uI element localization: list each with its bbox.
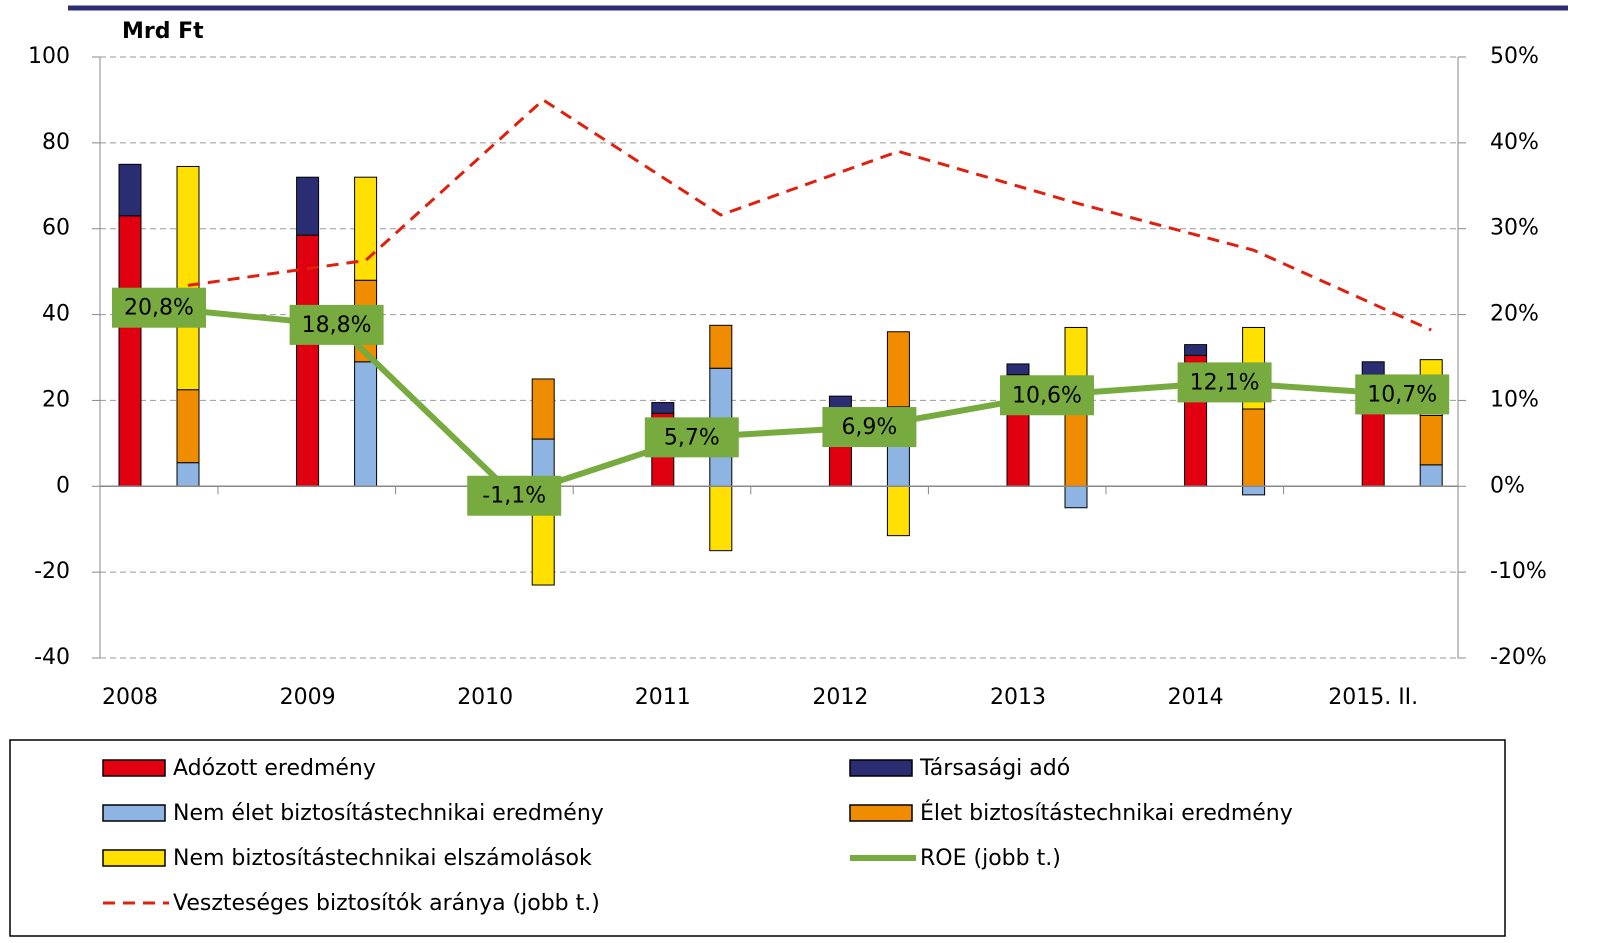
legend-swatch (849, 759, 913, 777)
y-tick-label: 100 (28, 44, 70, 69)
bar-segment (1064, 412, 1088, 487)
data-label: 12,1% (1190, 370, 1260, 395)
y2-tick-label: -10% (1490, 559, 1547, 584)
bar-segment (118, 163, 142, 217)
y2-tick-label: 10% (1490, 387, 1539, 412)
y2-tick-label: 0% (1490, 473, 1525, 498)
data-label: -1,1% (482, 484, 546, 509)
y2-tick-label: 50% (1490, 44, 1539, 69)
data-label: 6,9% (841, 415, 897, 440)
data-label-box (467, 475, 562, 516)
x-tick-label: 2015. II. (1328, 685, 1418, 710)
legend-label: Társasági adó (919, 756, 1070, 781)
legend-label: Adózott eredmény (173, 756, 376, 781)
data-label: 5,7% (664, 425, 720, 450)
data-label-box (644, 417, 739, 458)
x-tick-label: 2009 (280, 685, 336, 710)
y-tick-label: 80 (42, 130, 70, 155)
bar-segment (531, 378, 555, 440)
data-label: 10,6% (1012, 383, 1082, 408)
y2-tick-label: -20% (1490, 645, 1547, 670)
bar-segment (1006, 363, 1030, 376)
bar-segment (296, 176, 320, 236)
data-label-box (822, 407, 917, 448)
data-label-box (289, 304, 384, 345)
y2-tick-label: 40% (1490, 130, 1539, 155)
y-tick-label: -40 (34, 645, 70, 670)
data-label-box (1177, 362, 1272, 403)
bar-segment (118, 215, 142, 487)
legend-label: Veszteséges biztosítók aránya (jobb t.) (173, 891, 600, 916)
data-label-box (1000, 375, 1094, 416)
bar-segment (296, 234, 320, 487)
bar-segment (354, 361, 378, 487)
y-tick-label: -20 (34, 559, 70, 584)
bar-segment (176, 462, 200, 487)
data-label: 10,7% (1367, 382, 1437, 407)
bar-segment (1242, 408, 1266, 487)
bar-segment (709, 485, 733, 552)
y2-tick-label: 20% (1490, 302, 1539, 327)
y-axis-title: Mrd Ft (122, 19, 204, 44)
bar-segment (1064, 485, 1088, 509)
legend-swatch (102, 759, 166, 777)
x-tick-label: 2012 (812, 685, 868, 710)
y-tick-label: 60 (42, 216, 70, 241)
x-tick-label: 2014 (1168, 685, 1224, 710)
y-tick-label: 40 (42, 302, 70, 327)
legend-label: Élet biztosítástechnikai eredmény (920, 800, 1293, 826)
bar-segment (176, 165, 200, 391)
y-tick-label: 20 (42, 387, 70, 412)
x-tick-label: 2010 (457, 685, 513, 710)
y2-tick-label: 30% (1490, 216, 1539, 241)
bar-segment (1242, 485, 1266, 496)
legend-swatch (849, 804, 913, 822)
bar-segment (354, 176, 378, 281)
bar-segment (886, 331, 910, 408)
bar-segment (886, 485, 910, 537)
bar-segment (651, 402, 675, 414)
line-series (187, 98, 1432, 332)
data-label: 18,8% (302, 313, 372, 338)
data-label-box (112, 287, 206, 328)
x-tick-label: 2013 (990, 685, 1046, 710)
bar-segment (1184, 344, 1208, 356)
x-tick-label: 2008 (102, 685, 158, 710)
legend-swatch (102, 849, 166, 867)
legend-label: Nem biztosítástechnikai elszámolások (173, 846, 592, 871)
legend-box (9, 739, 1506, 937)
legend-swatch (102, 804, 166, 822)
bar-segment (176, 389, 200, 464)
y-tick-label: 0 (56, 473, 70, 498)
x-tick-label: 2011 (635, 685, 691, 710)
bar-segment (1361, 361, 1385, 376)
data-label-box (1355, 374, 1450, 415)
bar-segment (1419, 464, 1443, 487)
bar-segment (709, 324, 733, 369)
data-label: 20,8% (124, 296, 194, 321)
legend-label: ROE (jobb t.) (920, 846, 1061, 871)
bar-segment (1419, 414, 1443, 466)
legend-label: Nem élet biztosítástechnikai eredmény (173, 801, 604, 826)
